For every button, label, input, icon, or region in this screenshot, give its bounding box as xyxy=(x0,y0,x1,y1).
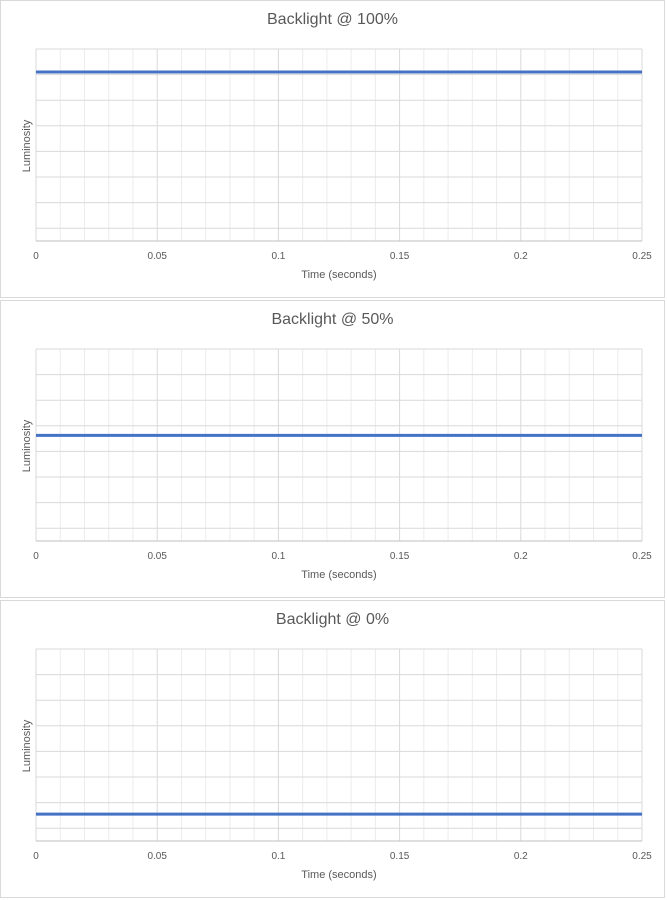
x-tick-label: 0.2 xyxy=(514,251,528,262)
chart-plot-50: 0 0.05 0.1 0.15 0.2 0.25 xyxy=(33,348,652,562)
x-tick-label: 0.2 xyxy=(514,851,528,862)
x-tick-label: 0 xyxy=(33,251,39,262)
x-tick-label: 0.25 xyxy=(632,251,652,262)
x-tick-label: 0.05 xyxy=(147,851,167,862)
x-tick-label: 0.25 xyxy=(632,851,652,862)
y-axis-label: Luminosity xyxy=(21,419,33,473)
chart-panel-100: 0 0.05 0.1 0.15 0.2 0.25 Backlight @ 100% Lum… xyxy=(0,0,665,298)
chart-panel-0: 0 0.05 0.1 0.15 0.2 0.25 Backlight @ 0% Lumin… xyxy=(0,600,665,898)
x-tick-label: 0.1 xyxy=(271,551,285,562)
chart-plot-100: 0 0.05 0.1 0.15 0.2 0.25 xyxy=(33,48,652,262)
x-tick-label: 0.1 xyxy=(271,251,285,262)
x-tick-label: 0.2 xyxy=(514,551,528,562)
chart-title: Backlight @ 0% xyxy=(275,611,390,628)
x-axis-label: Time (seconds) xyxy=(301,569,377,581)
x-tick-label: 0.25 xyxy=(632,551,652,562)
y-axis-label: Luminosity xyxy=(21,119,33,173)
x-tick-label: 0.15 xyxy=(390,851,410,862)
x-tick-label: 0.05 xyxy=(147,551,167,562)
chart-title: Backlight @ 50% xyxy=(271,311,394,328)
x-tick-label: 0.15 xyxy=(390,251,410,262)
x-tick-label: 0 xyxy=(33,551,39,562)
chart-plot-0: 0 0.05 0.1 0.15 0.2 0.25 xyxy=(33,648,652,862)
y-axis-label: Luminosity xyxy=(21,719,33,773)
x-tick-label: 0.15 xyxy=(390,551,410,562)
x-axis-label: Time (seconds) xyxy=(301,269,377,281)
x-tick-label: 0 xyxy=(33,851,39,862)
chart-title: Backlight @ 100% xyxy=(267,11,398,28)
chart-panel-50: 0 0.05 0.1 0.15 0.2 0.25 Backlight @ 50% Lumi… xyxy=(0,300,665,598)
x-axis-label: Time (seconds) xyxy=(301,869,377,881)
x-tick-label: 0.1 xyxy=(271,851,285,862)
x-tick-label: 0.05 xyxy=(147,251,167,262)
